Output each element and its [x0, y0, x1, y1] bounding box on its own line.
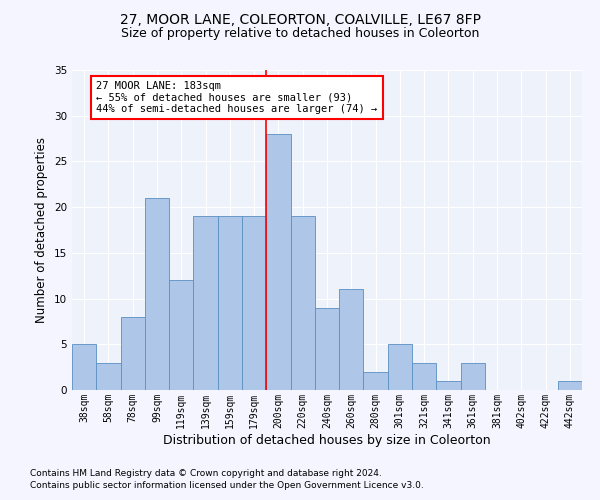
Bar — [169, 280, 193, 390]
Bar — [242, 216, 266, 390]
Bar — [339, 290, 364, 390]
Bar — [145, 198, 169, 390]
Bar — [290, 216, 315, 390]
Bar — [218, 216, 242, 390]
Bar — [412, 362, 436, 390]
Text: Contains public sector information licensed under the Open Government Licence v3: Contains public sector information licen… — [30, 481, 424, 490]
Bar — [96, 362, 121, 390]
Bar — [436, 381, 461, 390]
Bar — [558, 381, 582, 390]
Bar — [461, 362, 485, 390]
Text: 27 MOOR LANE: 183sqm
← 55% of detached houses are smaller (93)
44% of semi-detac: 27 MOOR LANE: 183sqm ← 55% of detached h… — [96, 81, 377, 114]
Bar — [388, 344, 412, 390]
Bar — [121, 317, 145, 390]
Text: Size of property relative to detached houses in Coleorton: Size of property relative to detached ho… — [121, 28, 479, 40]
Bar — [315, 308, 339, 390]
Bar — [266, 134, 290, 390]
Y-axis label: Number of detached properties: Number of detached properties — [35, 137, 49, 323]
Bar — [364, 372, 388, 390]
Bar — [193, 216, 218, 390]
X-axis label: Distribution of detached houses by size in Coleorton: Distribution of detached houses by size … — [163, 434, 491, 446]
Text: Contains HM Land Registry data © Crown copyright and database right 2024.: Contains HM Land Registry data © Crown c… — [30, 468, 382, 477]
Text: 27, MOOR LANE, COLEORTON, COALVILLE, LE67 8FP: 27, MOOR LANE, COLEORTON, COALVILLE, LE6… — [119, 12, 481, 26]
Bar — [72, 344, 96, 390]
